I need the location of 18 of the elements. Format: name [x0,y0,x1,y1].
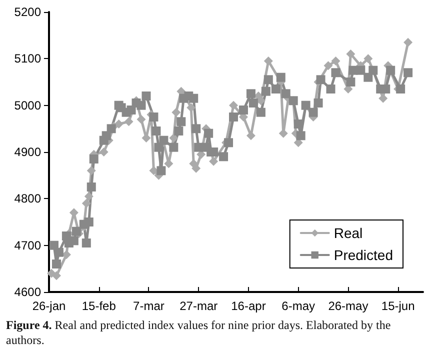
x-tick-label: 15-jun [381,299,415,313]
y-tick-label: 4700 [14,238,42,252]
x-tick-label: 26-may [328,299,368,313]
y-tick-label: 4900 [14,145,42,159]
x-tick-label: 26-jan [32,299,66,313]
x-tick-label: 7-mar [133,299,164,313]
y-tick-label: 5200 [14,5,42,19]
x-tick-label: 27-mar [180,299,218,313]
y-tick-label: 4800 [14,192,42,206]
y-tick-label: 5000 [14,98,42,112]
legend-label: Predicted [334,247,394,263]
x-tick-label: 6-may [282,299,316,313]
legend-label: Real [334,225,363,241]
caption: Figure 4. Real and predicted index values for nine prior days. Elaborated by the authors. [6,318,392,348]
x-tick-label: 15-feb [82,299,116,313]
y-tick-label: 5100 [14,52,42,66]
y-tick-label: 4600 [14,285,42,299]
x-tick-label: 16-apr [231,299,266,313]
